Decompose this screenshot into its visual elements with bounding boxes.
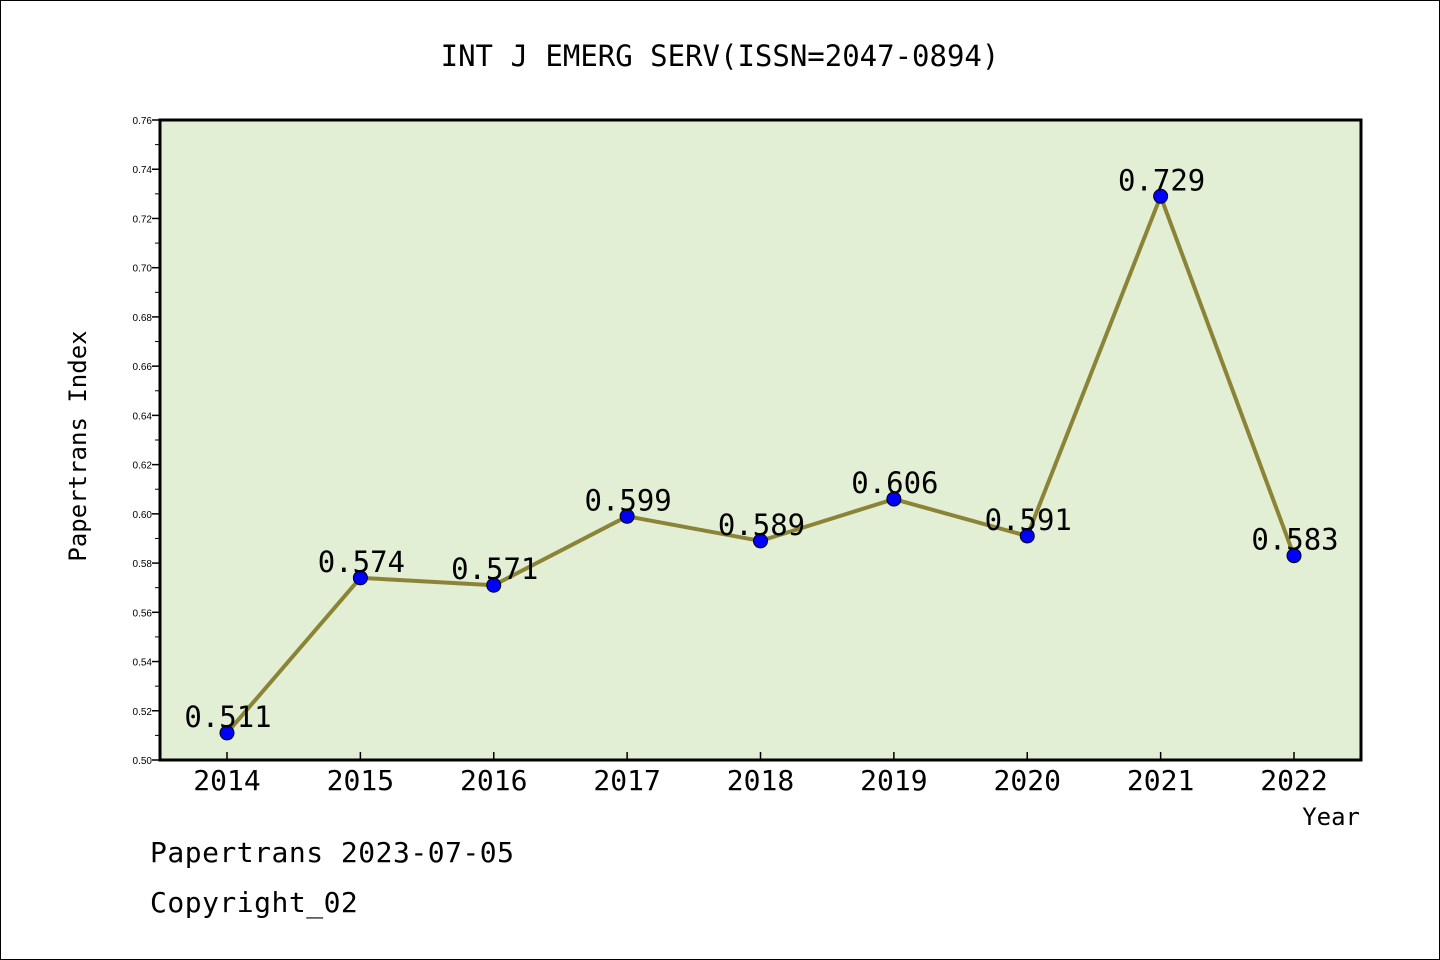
data-point (886, 491, 902, 507)
data-label: 0.571 (451, 552, 538, 586)
y-tick-label: 0.76 (133, 116, 153, 127)
data-label: 0.729 (1118, 163, 1205, 197)
data-label: 0.599 (584, 483, 671, 517)
x-tick-label: 2017 (593, 764, 660, 797)
data-points (219, 188, 1302, 741)
data-labels: 0.511 0.574 0.571 0.599 0.589 0.606 0.591 0.729… (184, 163, 1338, 734)
x-tick-label: 2018 (727, 764, 794, 797)
data-label: 0.574 (318, 545, 405, 579)
x-tick-label: 2015 (327, 764, 394, 797)
footer-copyright: Copyright_02 (150, 886, 359, 919)
y-tick-label: 0.64 (133, 411, 153, 422)
x-tick-label: 2021 (1127, 764, 1194, 797)
x-tick-label: 2022 (1260, 764, 1327, 797)
x-tick-label: 2014 (193, 764, 260, 797)
y-axis: 0.50 0.52 0.54 0.56 0.58 0.60 0.62 0.64 0.66 0.68… (133, 116, 160, 767)
y-tick-label: 0.58 (133, 559, 153, 570)
data-point (1153, 188, 1169, 204)
plot-area (158, 118, 1363, 762)
data-label: 0.511 (184, 700, 271, 734)
y-tick-label: 0.54 (133, 658, 153, 669)
y-tick-label: 0.72 (133, 214, 153, 225)
x-axis: 2014 2015 2016 2017 2018 2019 2020 2021 2022 (193, 752, 1328, 797)
y-tick-label: 0.70 (133, 264, 153, 275)
data-label: 0.589 (718, 508, 805, 542)
x-tick-label: 2020 (994, 764, 1061, 797)
x-axis-label: Year (1302, 803, 1360, 831)
y-axis-label: Papertrans Index (64, 330, 92, 561)
chart-title: INT J EMERG SERV(ISSN=2047-0894) (441, 39, 1000, 73)
footer-date: Papertrans 2023-07-05 (150, 836, 515, 869)
y-tick-label: 0.56 (133, 608, 153, 619)
y-tick-label: 0.50 (133, 756, 153, 767)
y-tick-label: 0.62 (133, 461, 153, 472)
data-point (1019, 528, 1035, 544)
y-tick-label: 0.60 (133, 510, 153, 521)
data-point (352, 570, 368, 586)
data-point (1286, 548, 1302, 564)
y-tick-label: 0.52 (133, 707, 153, 718)
data-label: 0.583 (1251, 523, 1338, 557)
y-tick-label: 0.74 (133, 165, 153, 176)
y-tick-label: 0.68 (133, 313, 153, 324)
data-label: 0.606 (851, 466, 938, 500)
x-tick-label: 2019 (860, 764, 927, 797)
x-tick-label: 2016 (460, 764, 527, 797)
data-label: 0.591 (985, 503, 1072, 537)
data-point (486, 577, 502, 593)
y-tick-label: 0.66 (133, 362, 153, 373)
data-point (619, 508, 635, 524)
data-point (219, 725, 235, 741)
data-point (753, 533, 768, 549)
